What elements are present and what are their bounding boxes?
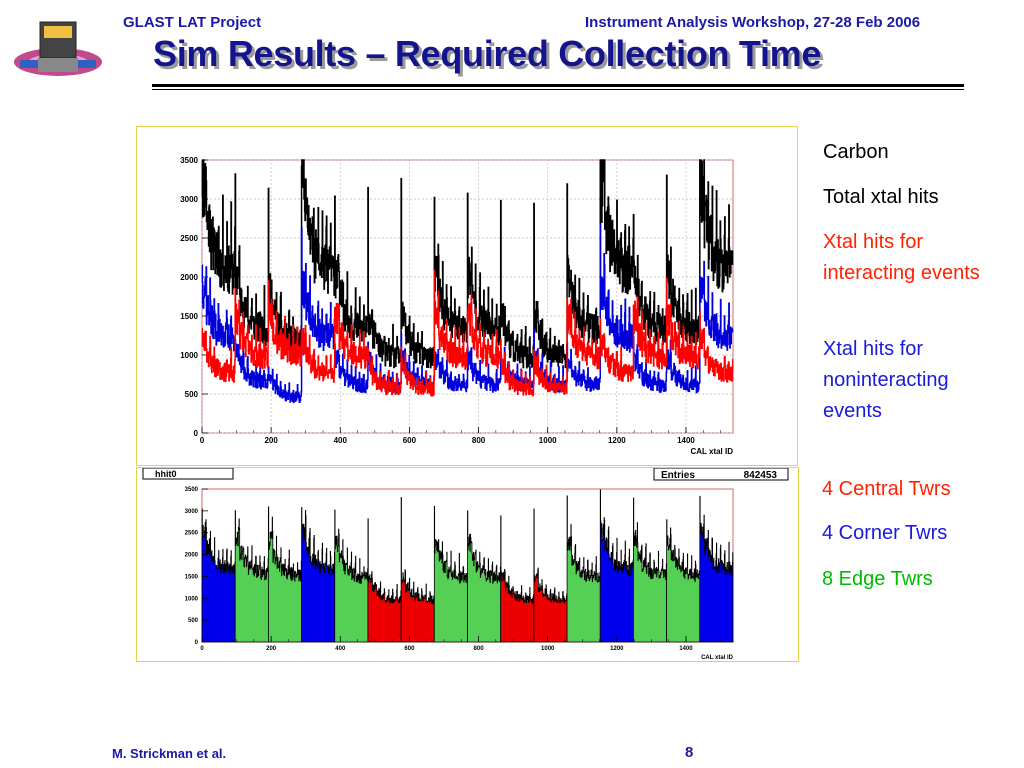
bottom-xtick-label-2: 400 bbox=[335, 646, 346, 652]
legend-central-towers: 4 Central Twrs bbox=[822, 478, 951, 500]
xtal-hits-line-chart: 0 500 1000 1500 2000 2500 3000 3500 0 200 400 600 80… bbox=[180, 156, 734, 456]
bottom-ytick-label-3: 1500 bbox=[185, 574, 199, 580]
top-xtick-label-0: 0 bbox=[200, 436, 205, 445]
tower-area-5 bbox=[367, 518, 402, 643]
bottom-ytick-label-6: 3000 bbox=[185, 509, 199, 515]
legend-total: Total xtal hits bbox=[823, 186, 939, 208]
tower-area-7 bbox=[433, 505, 468, 643]
project-name: GLAST LAT Project bbox=[123, 14, 262, 31]
hist-title-box bbox=[142, 468, 234, 480]
footer-author: M. Strickman et al. bbox=[112, 746, 227, 761]
top-ytick-label-2: 1000 bbox=[180, 351, 198, 360]
bottom-xtick-label-7: 1400 bbox=[679, 646, 693, 652]
top-ytick-label-0: 0 bbox=[194, 429, 199, 438]
top-ytick-label-5: 2500 bbox=[180, 234, 198, 243]
tower-area-8 bbox=[467, 510, 502, 643]
legend-interacting: Xtal hits for interacting events bbox=[823, 231, 980, 284]
top-xtick-label-5: 1000 bbox=[539, 436, 557, 445]
top-ytick-label-3: 1500 bbox=[180, 312, 198, 321]
slide-title: Sim Results – Required Collection Time bbox=[153, 33, 822, 74]
tower-area-6 bbox=[400, 497, 435, 643]
top-ytick-label-1: 500 bbox=[185, 390, 199, 399]
tower-area-1 bbox=[234, 510, 269, 643]
bottom-ytick-label-1: 500 bbox=[188, 618, 199, 624]
top-xtick-label-6: 1200 bbox=[608, 436, 626, 445]
tower-area-0 bbox=[201, 508, 236, 643]
bottom-xlabel: CAL xtal ID bbox=[701, 655, 734, 661]
bottom-ytick-label-7: 3500 bbox=[185, 487, 199, 493]
tower-area-15 bbox=[699, 495, 734, 643]
tower-area-11 bbox=[566, 495, 601, 643]
bottom-ytick-label-5: 2500 bbox=[185, 531, 199, 537]
top-xtick-label-4: 800 bbox=[472, 436, 486, 445]
tower-area-13 bbox=[633, 497, 668, 643]
bottom-ytick-label-4: 2000 bbox=[185, 553, 199, 559]
top-xtick-label-2: 400 bbox=[334, 436, 348, 445]
glast-logo bbox=[8, 14, 108, 86]
top-xtick-label-1: 200 bbox=[264, 436, 278, 445]
legend-edge-towers: 8 Edge Twrs bbox=[822, 568, 933, 590]
tower-area-14 bbox=[666, 519, 701, 643]
series-line-2 bbox=[201, 223, 734, 404]
tower-area-12 bbox=[599, 489, 634, 643]
legend-noninteracting: Xtal hits for noninteracting events bbox=[823, 338, 949, 422]
series-line-1 bbox=[201, 269, 734, 397]
hist-title: hhit0 bbox=[155, 469, 177, 479]
top-ytick-label-7: 3500 bbox=[180, 156, 198, 165]
tower-area-9 bbox=[500, 515, 535, 643]
slide-title-shadow: Sim Results – Required Collection Time bbox=[156, 36, 825, 77]
title-rule bbox=[152, 84, 964, 87]
workshop-name: Instrument Analysis Workshop, 27-28 Feb … bbox=[585, 14, 921, 31]
bottom-xtick-label-6: 1200 bbox=[610, 646, 624, 652]
bottom-xtick-label-5: 1000 bbox=[541, 646, 555, 652]
top-xlabel: CAL xtal ID bbox=[690, 447, 733, 456]
top-xtick-label-7: 1400 bbox=[677, 436, 695, 445]
top-ytick-label-6: 3000 bbox=[180, 195, 198, 204]
bottom-xtick-label-1: 200 bbox=[266, 646, 277, 652]
tower-area-10 bbox=[533, 508, 568, 643]
top-xtick-label-3: 600 bbox=[403, 436, 417, 445]
stats-value: 842453 bbox=[744, 470, 778, 481]
bottom-ytick-label-0: 0 bbox=[195, 640, 199, 646]
legend-corner-towers: 4 Corner Twrs bbox=[822, 522, 948, 544]
tower-area-3 bbox=[301, 507, 336, 643]
page-number: 8 bbox=[685, 744, 694, 761]
bottom-xtick-label-0: 0 bbox=[200, 646, 204, 652]
bottom-ytick-label-2: 1000 bbox=[185, 596, 199, 602]
legend-carbon: Carbon bbox=[823, 141, 889, 163]
top-ytick-label-4: 2000 bbox=[180, 273, 198, 282]
tower-area-4 bbox=[334, 509, 369, 643]
bottom-xtick-label-4: 800 bbox=[474, 646, 485, 652]
tower-hits-histogram: hhit0 Entries 8424530500100015002000250030… bbox=[142, 468, 789, 661]
bottom-xtick-label-3: 600 bbox=[404, 646, 415, 652]
stats-label: Entries bbox=[661, 470, 695, 481]
stats-box bbox=[653, 468, 789, 481]
tower-area-2 bbox=[267, 506, 302, 643]
title-rule-thin bbox=[152, 89, 964, 90]
